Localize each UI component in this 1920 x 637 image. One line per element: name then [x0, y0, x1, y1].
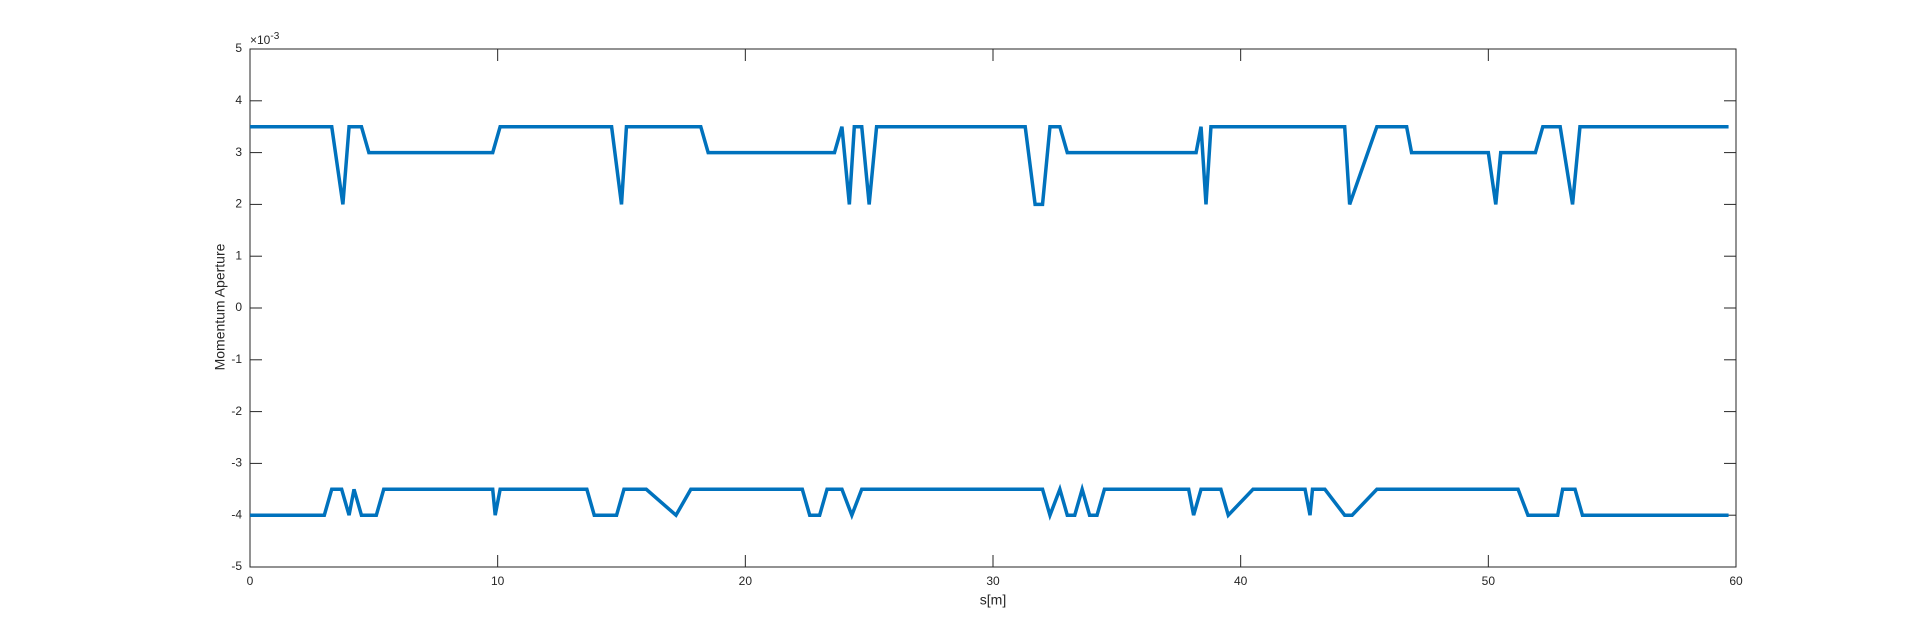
line-series [250, 482, 1729, 521]
y-tick-label: -2 [231, 404, 242, 418]
y-tick-label: -4 [231, 507, 242, 521]
x-tick-label: 60 [1729, 574, 1743, 588]
x-tick-label: 40 [1234, 574, 1248, 588]
x-tick-label: 0 [247, 574, 254, 588]
y-tick-label: -5 [231, 559, 242, 573]
x-tick-label: 50 [1482, 574, 1496, 588]
line-series [250, 124, 1729, 207]
x-tick-label: 30 [986, 574, 1000, 588]
y-tick-label: 1 [235, 248, 242, 262]
y-tick-label: 2 [235, 197, 242, 211]
y-exponent: ×10-3 [250, 31, 280, 48]
y-tick-label: 0 [235, 300, 242, 314]
axes-box [249, 48, 1737, 568]
y-tick-label: 3 [235, 145, 242, 159]
y-exponent-power: -3 [270, 31, 279, 42]
y-tick-label: 5 [235, 41, 242, 55]
y-exponent-base: ×10 [250, 33, 271, 47]
x-axis-label: s[m] [980, 592, 1006, 608]
y-tick-label: -3 [231, 456, 242, 470]
y-tick-label: 4 [235, 93, 242, 107]
x-tick-label: 10 [491, 574, 505, 588]
x-tick-label: 20 [739, 574, 753, 588]
y-tick-label: -1 [231, 352, 242, 366]
y-axis-label: Momentum Aperture [212, 243, 228, 370]
